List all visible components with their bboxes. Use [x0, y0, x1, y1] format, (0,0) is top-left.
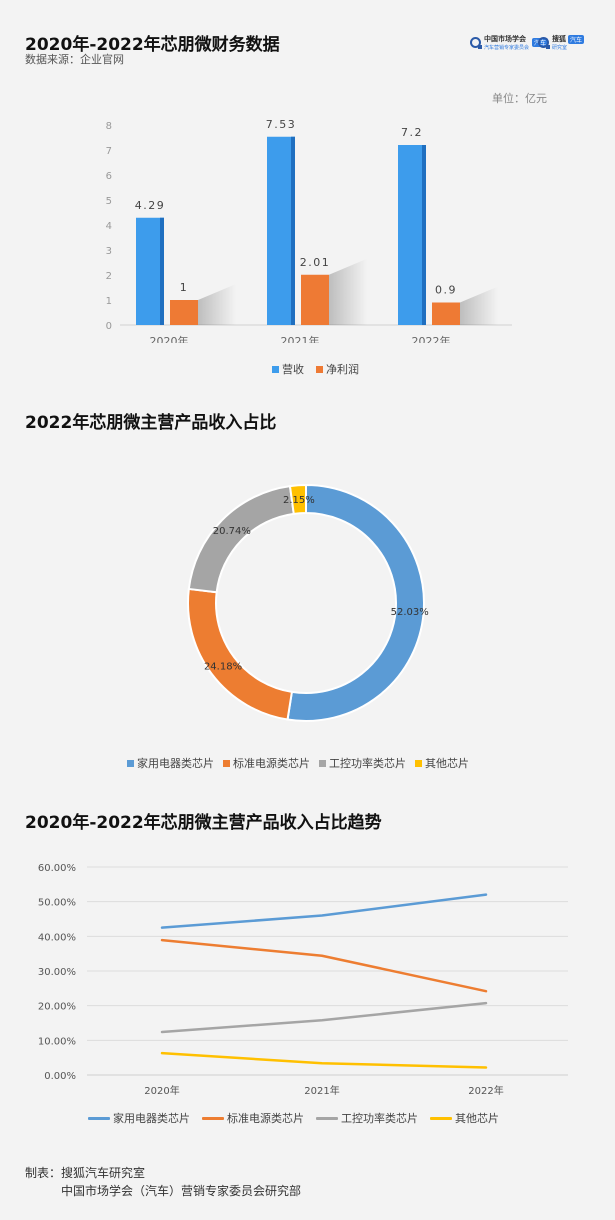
y-tick-label: 8	[106, 121, 112, 132]
y-tick-label: 0	[106, 321, 112, 332]
y-tick-label: 30.00%	[38, 967, 76, 978]
data-source: 数据来源：企业官网	[25, 53, 124, 66]
x-tick-label: 2022年	[468, 1084, 503, 1097]
page-title: 2020年-2022年芯朋微财务数据	[25, 35, 280, 55]
x-tick-label: 2020年	[144, 1084, 179, 1097]
y-tick-label: 50.00%	[38, 898, 76, 909]
series-line	[160, 1051, 488, 1069]
logo-mark-icon	[538, 37, 550, 49]
line-chart-title: 2020年-2022年芯朋微主营产品收入占比趋势	[25, 813, 382, 833]
profit-bar-shadow	[329, 258, 367, 325]
line-chart: 0.00% 10.00% 20.00% 30.00% 40.00% 50.00% 60.00…	[38, 863, 568, 1097]
series-line	[160, 893, 488, 929]
pie-slice	[288, 483, 307, 515]
x-tick-label: 2021年	[304, 1084, 339, 1097]
y-tick-label: 7	[106, 146, 112, 157]
footer-credit: 制表：搜狐汽车研究室	[25, 1166, 146, 1180]
y-tick-label: 0.00%	[44, 1071, 76, 1082]
revenue-bar	[398, 145, 426, 325]
profit-value-label: 2.01	[300, 256, 331, 269]
legend-item-other-line: 其他芯片	[430, 1110, 499, 1126]
x-tick-label: 2022年	[412, 334, 451, 343]
profit-bar-shadow	[460, 286, 498, 325]
y-tick-label: 6	[106, 171, 112, 182]
profit-bar-shadow	[198, 284, 236, 325]
profit-bar	[301, 274, 329, 325]
pie-value-label: 52.03%	[391, 607, 429, 618]
x-tick-label: 2021年	[281, 334, 320, 343]
pie-slice	[187, 484, 295, 594]
y-tick-label: 10.00%	[38, 1036, 76, 1047]
legend-item-appliance: 家用电器类芯片	[127, 755, 214, 771]
logo-cmau: 中国市场学会 汽车营销专家委员会 汽车	[470, 34, 549, 51]
revenue-value-label: 7.2	[401, 126, 423, 139]
bar-chart: 0 1 2 3 4 5 6 7 8 2020年 4.29 1 2021年 7.53 2.01 2022年 7.2…	[106, 118, 512, 343]
revenue-bar	[267, 136, 295, 325]
y-tick-label: 3	[106, 246, 112, 257]
logo-mark-icon	[470, 37, 482, 49]
footer-org: 中国市场学会（汽车）营销专家委员会研究部	[61, 1184, 302, 1198]
profit-bar	[432, 302, 460, 325]
y-tick-label: 4	[106, 221, 112, 232]
series-line	[160, 938, 488, 993]
revenue-value-label: 4.29	[135, 199, 166, 212]
series-line	[160, 1001, 488, 1034]
legend-item-power-line: 标准电源类芯片	[202, 1110, 304, 1126]
y-tick-label: 40.00%	[38, 932, 76, 943]
x-tick-label: 2020年	[150, 334, 189, 343]
revenue-bar-edge	[422, 145, 426, 325]
pie-chart-title: 2022年芯朋微主营产品收入占比	[25, 413, 277, 433]
revenue-bar	[136, 217, 164, 325]
legend-item-profit: 净利润	[316, 361, 359, 377]
pie-legend: 家用电器类芯片 标准电源类芯片 工控功率类芯片 其他芯片	[127, 755, 469, 771]
pie-value-label: 24.18%	[204, 662, 242, 673]
pie-value-label: 2.15%	[283, 495, 315, 506]
y-tick-label: 20.00%	[38, 1002, 76, 1013]
profit-value-label: 1	[180, 281, 189, 294]
y-tick-label: 5	[106, 196, 112, 207]
bar-legend: 营收 净利润	[272, 361, 359, 377]
logo-sohu: 搜狐 汽车 研究室	[538, 34, 585, 51]
profit-value-label: 0.9	[435, 284, 457, 297]
legend-item-other: 其他芯片	[415, 755, 469, 771]
legend-item-appliance-line: 家用电器类芯片	[88, 1110, 190, 1126]
pie-value-label: 20.74%	[213, 526, 251, 537]
line-legend: 家用电器类芯片 标准电源类芯片 工控功率类芯片 其他芯片	[88, 1110, 499, 1126]
legend-item-power: 标准电源类芯片	[223, 755, 310, 771]
pie-slice	[286, 483, 426, 722]
y-tick-label: 60.00%	[38, 863, 76, 874]
profit-bar	[170, 300, 198, 325]
revenue-value-label: 7.53	[266, 118, 297, 131]
donut-chart: 52.03% 24.18% 20.74% 2.15%	[187, 483, 429, 722]
legend-item-industrial: 工控功率类芯片	[319, 755, 406, 771]
y-tick-label: 2	[106, 271, 112, 282]
pie-slice	[187, 587, 294, 721]
revenue-bar-edge	[291, 136, 295, 325]
legend-item-revenue: 营收	[272, 361, 304, 377]
revenue-bar-edge	[160, 217, 164, 325]
y-tick-label: 1	[106, 296, 112, 307]
unit-label: 单位：亿元	[492, 92, 547, 105]
legend-item-industrial-line: 工控功率类芯片	[316, 1110, 418, 1126]
